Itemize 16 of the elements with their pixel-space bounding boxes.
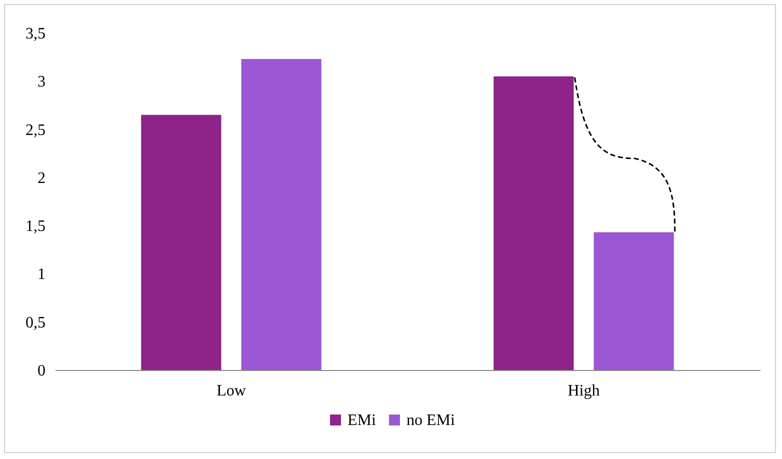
y-tick-label: 3 bbox=[38, 74, 46, 91]
y-tick-label: 1 bbox=[38, 266, 46, 284]
bar bbox=[241, 58, 322, 370]
legend-label: EMi bbox=[348, 412, 376, 429]
x-tick-label: Low bbox=[216, 382, 246, 400]
bar bbox=[594, 232, 674, 370]
y-tick-label: 3,5 bbox=[26, 26, 46, 42]
legend-label: no EMi bbox=[406, 412, 456, 429]
y-tick-label: 2,5 bbox=[26, 122, 46, 139]
y-tick-label: 0,5 bbox=[26, 314, 46, 332]
y-tick-label: 1,5 bbox=[26, 218, 46, 236]
x-tick-label: High bbox=[568, 382, 600, 400]
y-tick-label: 0 bbox=[38, 362, 46, 380]
bar bbox=[141, 114, 222, 370]
bar bbox=[494, 76, 574, 370]
y-tick-label: 2 bbox=[38, 170, 46, 187]
